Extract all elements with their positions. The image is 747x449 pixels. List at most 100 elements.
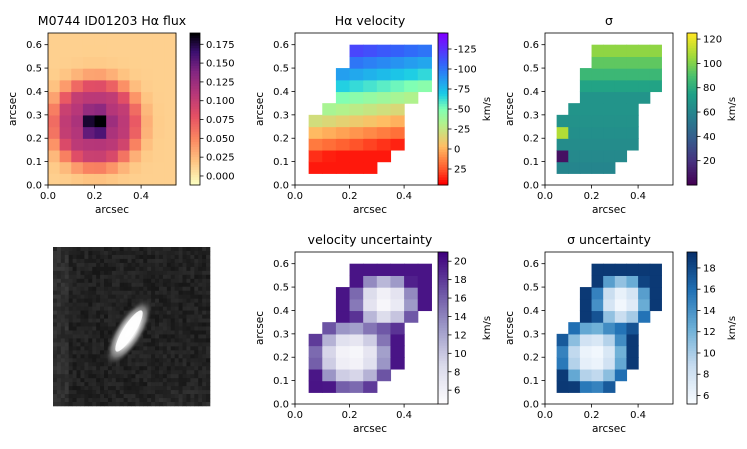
image-pixel (202, 262, 207, 268)
panel-title: velocity uncertainty (308, 232, 433, 247)
heatmap-cell (591, 79, 604, 93)
image-pixel (53, 354, 58, 359)
image-pixel (115, 270, 121, 276)
image-pixel (88, 350, 93, 355)
colorbar-tick-label: 0.100 (206, 96, 235, 107)
heatmap-cell (82, 138, 96, 151)
image-pixel (53, 402, 58, 407)
colorbar-segment (190, 141, 200, 145)
image-pixel (147, 378, 152, 383)
heatmap-cell (603, 56, 616, 69)
image-pixel (100, 326, 105, 331)
image-pixel (60, 266, 66, 272)
image-pixel (76, 362, 81, 367)
image-pixel (60, 314, 66, 319)
image-pixel (100, 398, 105, 403)
image-pixel (162, 350, 168, 355)
image-pixel (80, 266, 85, 272)
image-pixel (151, 338, 156, 343)
image-pixel (135, 290, 140, 295)
image-pixel (92, 398, 97, 403)
image-pixel (76, 306, 81, 311)
image-pixel (80, 278, 85, 284)
image-pixel (151, 330, 156, 335)
image-pixel (162, 366, 168, 371)
heatmap-cell (603, 114, 616, 128)
image-pixel (68, 278, 73, 284)
image-pixel (174, 370, 179, 375)
image-pixel (166, 326, 172, 331)
image-pixel (147, 282, 152, 288)
image-pixel (64, 334, 69, 339)
image-pixel (174, 382, 179, 387)
colorbar-segment (190, 81, 200, 85)
heatmap-cell (390, 103, 405, 116)
image-pixel (170, 398, 175, 403)
image-noise (53, 247, 211, 407)
image-pixel (80, 306, 85, 311)
image-pixel (92, 298, 97, 303)
heatmap-cell (308, 114, 323, 128)
image-pixel (174, 362, 179, 367)
image-pixel (202, 362, 207, 367)
image-pixel (131, 286, 136, 292)
image-pixel (158, 306, 164, 311)
image-pixel (170, 306, 175, 311)
image-pixel (182, 382, 187, 387)
heatmap-cell (59, 56, 72, 69)
heatmap-cell (59, 68, 72, 81)
image-pixel (162, 298, 168, 303)
image-pixel (151, 254, 156, 260)
image-pixel (147, 362, 152, 367)
heatmap-cell (649, 275, 662, 288)
colorbar-segment (190, 88, 200, 92)
colorbar-segment (438, 73, 448, 77)
image-pixel (190, 266, 195, 272)
image-pixel (123, 374, 128, 379)
colorbar-segment (438, 76, 448, 80)
image-pixel (56, 250, 62, 256)
colorbar-segment (190, 65, 200, 69)
image-pixel (68, 326, 73, 331)
image-pixel (155, 322, 160, 327)
heatmap-cell (579, 380, 593, 393)
heatmap-cell (129, 68, 142, 81)
image-pixel (131, 247, 136, 252)
heatmap-cell (390, 322, 405, 335)
image-pixel (119, 286, 124, 292)
image-pixel (135, 350, 140, 355)
heatmap-cell (390, 310, 405, 323)
x-tick-label: 0.4 (630, 410, 646, 421)
image-pixel (143, 286, 148, 292)
image-pixel (64, 270, 69, 276)
colorbar-segment (687, 373, 697, 377)
image-pixel (84, 318, 89, 323)
image-pixel (151, 374, 156, 379)
image-pixel (135, 346, 140, 351)
image-pixel (131, 262, 136, 268)
image-pixel (76, 366, 81, 371)
heatmap-cell (626, 114, 639, 128)
image-pixel (178, 274, 183, 280)
heatmap-cell (614, 56, 628, 69)
image-pixel (72, 250, 77, 256)
panel-sig: 0.0 0.2 0.40.00.10.20.30.40.50.6arcsecarcs… (504, 13, 738, 216)
heatmap-cell (626, 298, 639, 312)
image-pixel (174, 278, 179, 284)
colorbar-segment (438, 355, 448, 359)
image-pixel (139, 346, 144, 351)
image-pixel (68, 294, 73, 299)
image-pixel (139, 390, 144, 395)
image-pixel (72, 274, 77, 280)
image-pixel (80, 286, 85, 292)
heatmap-cell (335, 138, 351, 151)
image-pixel (88, 294, 93, 299)
image-pixel (92, 286, 97, 292)
heatmap-cell (556, 138, 569, 151)
heatmap-cell (349, 287, 364, 300)
colorbar-segment (687, 264, 697, 268)
image-pixel (131, 354, 136, 359)
image-pixel (100, 286, 105, 292)
